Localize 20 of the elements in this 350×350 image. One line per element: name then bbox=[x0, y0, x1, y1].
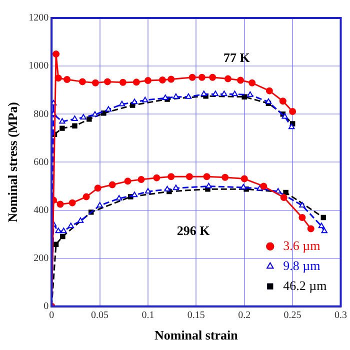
legend-label: 46.2 µm bbox=[283, 278, 327, 293]
x-tick-label: 0.25 bbox=[284, 310, 302, 322]
y-tick-label: 0 bbox=[44, 301, 49, 312]
y-tick-label: 600 bbox=[34, 156, 49, 168]
annotation: 77 K bbox=[223, 50, 250, 66]
y-axis-title: Nominal stress (MPa) bbox=[5, 102, 20, 222]
x-tick-label: 0.3 bbox=[334, 310, 347, 322]
y-tick-label: 1200 bbox=[28, 12, 49, 24]
y-tick-label: 400 bbox=[34, 204, 49, 216]
x-tick-label: 0.05 bbox=[91, 310, 109, 322]
y-tick-label: 800 bbox=[34, 108, 49, 120]
annotation: 296 K bbox=[176, 223, 210, 240]
y-tick-label: 1000 bbox=[28, 60, 49, 72]
x-tick-label: 0.1 bbox=[142, 310, 154, 322]
x-axis-title: Nominal strain bbox=[154, 328, 239, 343]
x-tick-label: 0.2 bbox=[238, 310, 251, 322]
y-tick-label: 200 bbox=[34, 252, 49, 264]
x-tick-label: 0.15 bbox=[187, 310, 205, 322]
legend-label: 9.8 µm bbox=[283, 258, 320, 273]
legend-label: 3.6 µm bbox=[283, 238, 320, 253]
